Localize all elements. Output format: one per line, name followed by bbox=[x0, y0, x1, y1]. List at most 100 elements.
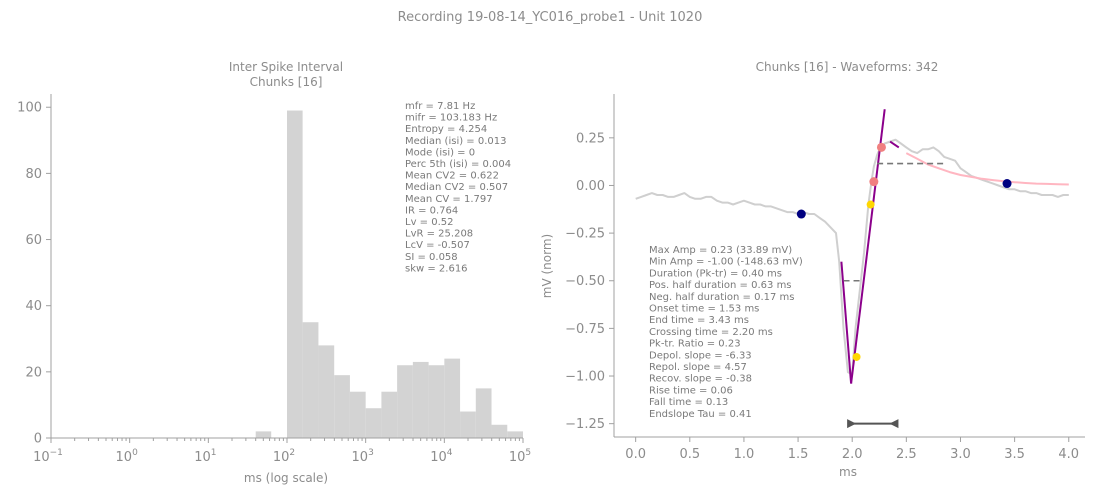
waveform-x-tick-label: 4.0 bbox=[1058, 447, 1079, 462]
isi-y-tick-label: 80 bbox=[25, 167, 42, 182]
waveform-peak-fit-line bbox=[889, 140, 900, 149]
isi-y-tick-label: 60 bbox=[25, 233, 42, 248]
duration-bar-start-marker bbox=[847, 419, 857, 429]
isi-y-tick-label: 100 bbox=[17, 101, 42, 116]
isi-bar bbox=[475, 388, 492, 438]
isi-stat-line: mfr = 7.81 Hz bbox=[405, 101, 475, 112]
waveform-plot: Chunks [16] - Waveforms: 342 ms mV (norm… bbox=[540, 60, 1085, 479]
waveform-depol-fit-line bbox=[840, 261, 853, 384]
isi-stat-line: Median CV2 = 0.507 bbox=[405, 182, 508, 193]
waveform-y-tick-label: −1.00 bbox=[565, 370, 605, 385]
isi-bar bbox=[428, 365, 445, 438]
isi-x-tick-label: 101 bbox=[194, 448, 216, 465]
isi-bar bbox=[460, 411, 476, 438]
isi-bar bbox=[397, 365, 413, 438]
waveform-endslope-fit-line bbox=[905, 152, 1069, 186]
isi-stat-line: Entropy = 4.254 bbox=[405, 124, 487, 135]
waveform-x-tick-label: 1.5 bbox=[788, 447, 809, 462]
isi-bar bbox=[349, 391, 366, 438]
isi-bar bbox=[412, 361, 429, 438]
waveform-stat-line: Onset time = 1.53 ms bbox=[649, 304, 759, 315]
waveform-x-tick-label: 0.5 bbox=[679, 447, 700, 462]
waveform-stat-line: Depol. slope = -6.33 bbox=[649, 350, 752, 361]
waveform-stat-line: Endslope Tau = 0.41 bbox=[649, 409, 752, 420]
waveform-stat-line: Recov. slope = -0.38 bbox=[649, 374, 752, 385]
isi-bar bbox=[318, 345, 335, 438]
isi-x-tick-label: 100 bbox=[116, 448, 139, 465]
isi-y-tick-label: 0 bbox=[34, 432, 42, 447]
waveform-waveform-line bbox=[635, 138, 1069, 376]
waveform-stat-line: End time = 3.43 ms bbox=[649, 315, 749, 326]
isi-y-tick-label: 40 bbox=[25, 299, 42, 314]
isi-stat-line: Mean CV2 = 0.622 bbox=[405, 171, 499, 182]
waveform-marker bbox=[876, 142, 886, 152]
isi-stat-line: LcV = -0.507 bbox=[405, 240, 470, 251]
waveform-x-tick-label: 0.0 bbox=[625, 447, 646, 462]
isi-bars bbox=[255, 110, 523, 439]
waveform-stat-line: Fall time = 0.13 bbox=[649, 397, 728, 408]
isi-stat-line: Mode (isi) = 0 bbox=[405, 147, 475, 158]
waveform-marker bbox=[866, 200, 875, 209]
isi-histogram: Inter Spike Interval Chunks [16] ms (log… bbox=[17, 60, 531, 485]
isi-x-tick-label: 105 bbox=[509, 448, 531, 465]
waveform-lines bbox=[635, 109, 1069, 429]
isi-axes: 10−1 100 101 102 103 104 105 0 20 40 60 80 100 bbox=[17, 94, 531, 465]
waveform-marker bbox=[1002, 179, 1012, 189]
isi-x-tick-label: 10−1 bbox=[33, 448, 63, 465]
waveform-marker bbox=[852, 352, 861, 361]
isi-x-tick-label: 104 bbox=[430, 448, 453, 465]
waveform-x-axis-label: ms bbox=[839, 465, 857, 479]
isi-y-tick-label: 20 bbox=[25, 365, 42, 380]
isi-bar bbox=[302, 322, 319, 438]
waveform-repol-fit-line bbox=[850, 109, 886, 384]
isi-x-axis-label: ms (log scale) bbox=[244, 471, 328, 485]
isi-stat-line: mifr = 103.183 Hz bbox=[405, 113, 497, 124]
figure-title: Recording 19-08-14_YC016_probe1 - Unit 1… bbox=[398, 10, 703, 25]
waveform-y-tick-label: 0.00 bbox=[576, 179, 605, 194]
duration-bar-end-marker bbox=[889, 419, 899, 429]
waveform-x-tick-label: 2.0 bbox=[842, 447, 863, 462]
waveform-stat-line: Min Amp = -1.00 (-148.63 mV) bbox=[649, 257, 803, 268]
waveform-marker bbox=[796, 209, 806, 219]
isi-stat-line: Mean CV = 1.797 bbox=[405, 194, 493, 205]
isi-bar bbox=[507, 431, 523, 438]
waveform-stat-line: Neg. half duration = 0.17 ms bbox=[649, 292, 795, 303]
waveform-stat-line: Crossing time = 2.20 ms bbox=[649, 327, 773, 338]
waveform-y-axis-label: mV (norm) bbox=[540, 234, 554, 298]
waveform-y-tick-label: 0.25 bbox=[576, 131, 605, 146]
isi-stat-line: Median (isi) = 0.013 bbox=[405, 136, 506, 147]
waveform-y-tick-label: −0.50 bbox=[565, 274, 605, 289]
isi-stat-line: skw = 2.616 bbox=[405, 263, 468, 274]
isi-stat-line: LvR = 25.208 bbox=[405, 229, 473, 240]
isi-bar bbox=[365, 408, 382, 438]
waveform-y-tick-label: −1.25 bbox=[565, 417, 605, 432]
isi-stat-line: Perc 5th (isi) = 0.004 bbox=[405, 159, 511, 170]
waveform-stat-line: Repol. slope = 4.57 bbox=[649, 362, 747, 373]
waveform-title: Chunks [16] - Waveforms: 342 bbox=[756, 60, 939, 74]
waveform-stat-line: Rise time = 0.06 bbox=[649, 385, 733, 396]
waveform-stat-line: Pk-tr. Ratio = 0.23 bbox=[649, 339, 741, 350]
isi-x-tick-label: 102 bbox=[273, 448, 295, 465]
isi-bar bbox=[444, 358, 461, 438]
isi-stat-line: SI = 0.058 bbox=[405, 252, 458, 263]
isi-bar bbox=[491, 424, 508, 438]
waveform-x-tick-label: 2.5 bbox=[896, 447, 917, 462]
isi-bar bbox=[255, 431, 272, 438]
waveform-stats: Max Amp = 0.23 (33.89 mV)Min Amp = -1.00… bbox=[649, 245, 803, 420]
isi-subtitle: Chunks [16] bbox=[250, 75, 323, 89]
waveform-x-tick-label: 3.5 bbox=[1004, 447, 1025, 462]
waveform-axes: 0.0 0.5 1.0 1.5 2.0 2.5 3.0 3.5 4.0 0.25 0.00 −0.25… bbox=[565, 94, 1085, 462]
isi-title: Inter Spike Interval bbox=[229, 60, 343, 74]
waveform-stat-line: Duration (Pk-tr) = 0.40 ms bbox=[649, 268, 782, 279]
waveform-stat-line: Max Amp = 0.23 (33.89 mV) bbox=[649, 245, 792, 256]
isi-stat-line: IR = 0.764 bbox=[405, 205, 458, 216]
isi-bar bbox=[381, 391, 398, 438]
isi-stat-line: Lv = 0.52 bbox=[405, 217, 454, 228]
waveform-markers bbox=[796, 142, 1012, 361]
isi-bar bbox=[334, 375, 350, 438]
waveform-y-tick-label: −0.75 bbox=[565, 322, 605, 337]
waveform-stat-line: Pos. half duration = 0.63 ms bbox=[649, 280, 792, 291]
waveform-marker bbox=[869, 177, 879, 187]
